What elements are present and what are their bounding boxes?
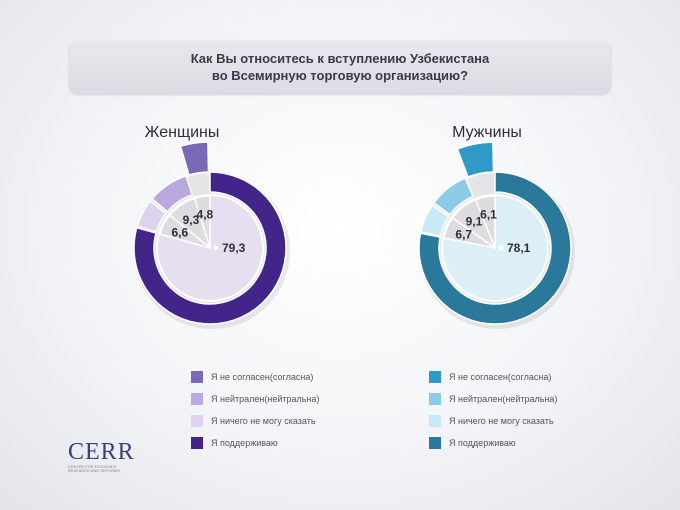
- chart-title-line2: во Всемирную торговую организацию?: [211, 68, 469, 83]
- slice-label: 9,1: [466, 214, 483, 228]
- donut-segment: [151, 174, 194, 213]
- logo-subtitle-line1: CENTER FOR ECONOMIC: [68, 465, 117, 469]
- legend-item: Я не согласен(согласна): [429, 366, 557, 388]
- legend-item: Я поддерживаю: [429, 432, 557, 454]
- donut-chart-men: 6,19,16,7 78,1: [418, 141, 575, 329]
- legend-swatch: [429, 371, 441, 383]
- panel-title-women: Женщины: [144, 124, 220, 141]
- legend-swatch: [191, 437, 203, 449]
- legend-women: Я не согласен(согласна) Я нейтрален(нейт…: [191, 366, 319, 454]
- legend-swatch: [191, 371, 203, 383]
- slice-label-main: 78,1: [507, 241, 531, 255]
- donut-segment: [179, 141, 210, 176]
- logo-mark: CERR: [68, 439, 135, 465]
- inner-wedge: [443, 216, 496, 249]
- slice-label: 6,6: [171, 225, 188, 239]
- panel-title-men: Мужчины: [452, 124, 522, 141]
- legend-swatch: [191, 415, 203, 427]
- inner-wedge: [158, 214, 211, 249]
- slice-label-main: 79,3: [222, 241, 246, 255]
- legend-men: Я не согласен(согласна) Я нейтрален(нейт…: [429, 366, 557, 454]
- slice-label: 9,3: [183, 213, 200, 227]
- legend-label: Я ничего не могу сказать: [211, 416, 316, 426]
- legend-item: Я нейтрален(нейтральна): [429, 388, 557, 410]
- donut-segment: [456, 141, 495, 178]
- legend-label: Я не согласен(согласна): [211, 372, 314, 382]
- chart-title-box: Как Вы относитесь к вступлению Узбекиста…: [69, 40, 611, 94]
- logo-subtitle: CENTER FOR ECONOMIC RESEARCH AND REFORMS: [68, 465, 138, 473]
- donut-segment: [432, 177, 475, 216]
- legend-item: Я не согласен(согласна): [191, 366, 319, 388]
- donut-segment: [133, 171, 287, 325]
- legend-swatch: [429, 393, 441, 405]
- slice-label: 6,7: [455, 228, 472, 242]
- legend-item: Я нейтрален(нейтральна): [191, 388, 319, 410]
- legend-swatch: [429, 415, 441, 427]
- chart-panel-men: Мужчины 6,1 9,1 6,7 78,1: [375, 118, 635, 348]
- cerr-logo: CERR CENTER FOR ECONOMIC RESEARCH AND RE…: [68, 440, 138, 473]
- legend-item: Я ничего не могу сказать: [191, 410, 319, 432]
- slice-label: 4,8: [197, 207, 214, 221]
- legend-item: Я поддерживаю: [191, 432, 319, 454]
- donut-chart-women: 4,89,36,6 79,3: [133, 141, 290, 329]
- legend-swatch: [429, 437, 441, 449]
- center-dot: [498, 245, 504, 251]
- logo-subtitle-line2: RESEARCH AND REFORMS: [68, 469, 121, 473]
- legend-item: Я ничего не могу сказать: [429, 410, 557, 432]
- donut-segment: [136, 200, 167, 233]
- legend-label: Я поддерживаю: [449, 438, 516, 448]
- legend-label: Я нейтрален(нейтральна): [211, 394, 320, 404]
- donut-segment: [419, 204, 450, 237]
- donut-segment: [418, 171, 572, 325]
- legend-swatch: [191, 393, 203, 405]
- legend-label: Я поддерживаю: [211, 438, 278, 448]
- center-dot: [213, 245, 219, 251]
- legend-label: Я не согласен(согласна): [449, 372, 552, 382]
- chart-title-line1: Как Вы относитесь к вступлению Узбекиста…: [190, 51, 490, 66]
- chart-panel-women: Женщины 4,8 9,3 6,6 79,3: [90, 118, 350, 348]
- legend-label: Я ничего не могу сказать: [449, 416, 554, 426]
- slice-label: 6,1: [480, 208, 497, 222]
- legend-label: Я нейтрален(нейтральна): [449, 394, 558, 404]
